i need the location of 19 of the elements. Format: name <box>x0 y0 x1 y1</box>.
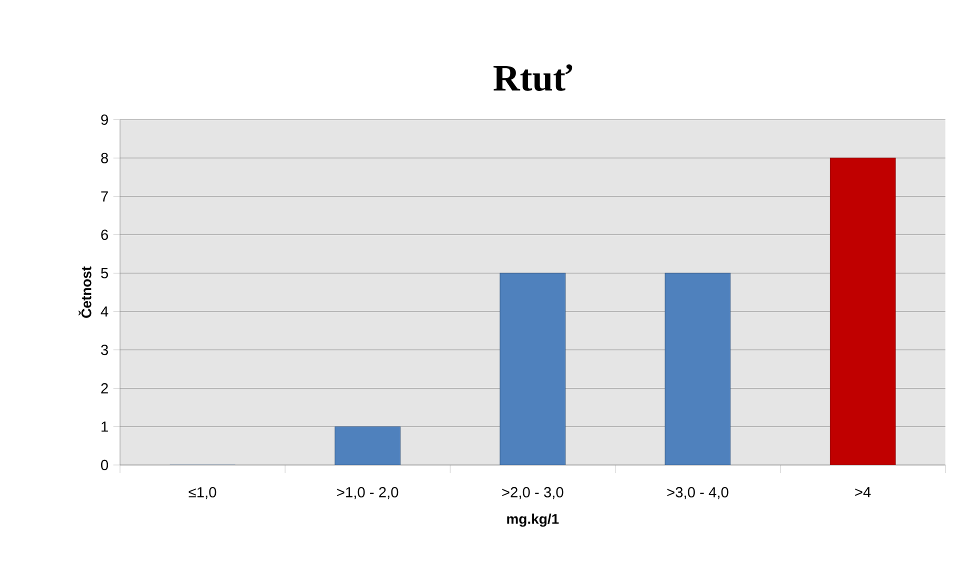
y-tick-label: 5 <box>101 268 108 278</box>
x-tick-label: ≤1,0 <box>188 487 216 500</box>
y-tick-label: 1 <box>102 422 108 432</box>
bar <box>334 426 401 465</box>
x-tick-label: >1,0 - 2,0 <box>337 487 398 500</box>
y-tick-label: 6 <box>101 230 108 240</box>
y-tick-label: 8 <box>101 152 108 164</box>
x-tick-label: >2,0 - 3,0 <box>502 487 564 500</box>
chart-title: Rtuť <box>494 64 572 91</box>
y-tick-label: 9 <box>101 114 108 125</box>
y-tick-label: 4 <box>100 306 108 317</box>
x-axis-title: mg.kg/1 <box>507 514 559 527</box>
y-tick-label: 7 <box>101 191 108 202</box>
y-axis-title: Četnost <box>78 266 92 318</box>
y-tick-label: 3 <box>101 344 108 356</box>
y-tick-label: 2 <box>101 383 108 394</box>
x-tick-label: >4 <box>855 487 871 498</box>
y-tick-label: 0 <box>101 460 108 470</box>
x-tick-label: >3,0 - 4,0 <box>667 487 728 500</box>
